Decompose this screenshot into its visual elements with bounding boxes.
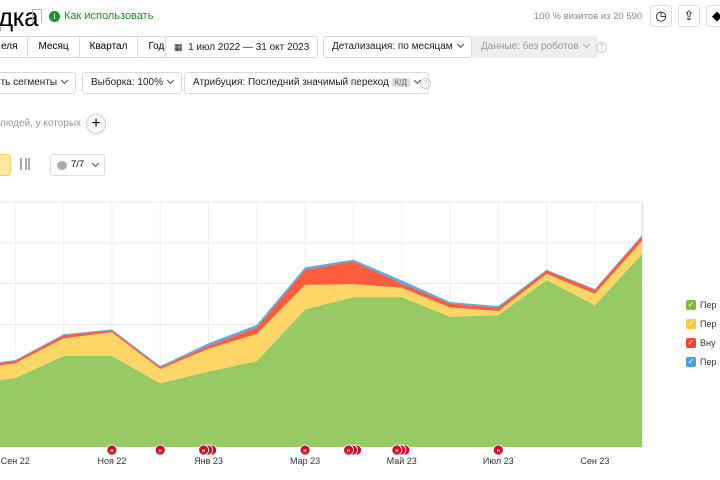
stacked-area-toggle[interactable]	[0, 154, 11, 176]
annotation-label: н	[110, 449, 113, 455]
annotation-label: н	[395, 449, 398, 455]
detail-label: Детализация: по месяцам	[332, 41, 453, 52]
x-tick-label: Сен 22	[1, 456, 30, 466]
checkbox-icon: ✓	[686, 337, 696, 348]
help-icon[interactable]: ?	[420, 78, 431, 89]
sample-dropdown[interactable]: Выборка: 100%	[82, 72, 182, 94]
history-button[interactable]: ◷	[650, 5, 672, 27]
legend-label: Пер	[700, 318, 717, 329]
checkbox-icon: ✓	[686, 318, 696, 329]
legend-item[interactable]: ✓ Вну	[686, 336, 716, 349]
share-icon: ⇪	[683, 8, 695, 23]
notes-dropdown[interactable]: 7/7	[50, 154, 106, 176]
comment-icon	[57, 160, 67, 170]
series-area	[0, 253, 642, 447]
puzzle-icon: ◆	[712, 8, 720, 23]
legend-label: Пер	[700, 356, 717, 367]
checkbox-icon: ✓	[686, 299, 696, 310]
calendar-icon: ▦	[174, 42, 183, 52]
annotation-marker	[343, 444, 354, 456]
visits-info: 100 % визитов из 20 590	[534, 11, 643, 22]
annotation-marker	[299, 444, 311, 456]
annotation-marker	[198, 444, 210, 456]
bookmark-icon[interactable]	[32, 9, 42, 23]
annotation-marker	[154, 444, 166, 456]
info-icon: i	[49, 10, 60, 22]
period-week[interactable]: еля	[0, 36, 29, 58]
attribution-dropdown[interactable]: Атрибуция: Последний значимый переход К/…	[184, 72, 429, 94]
chart-legend: ✓ Пер ✓ Пер ✓ Вну ✓ Пер	[686, 298, 716, 374]
x-tick-label: Ноя 22	[97, 456, 126, 466]
notes-count: 7/7	[71, 159, 85, 170]
x-tick-label: Июл 23	[483, 456, 514, 466]
date-range-button[interactable]: ▦ 1 июл 2022 — 31 окт 2023	[165, 36, 319, 58]
bar-chart-icon[interactable]	[20, 158, 30, 170]
more-button[interactable]: ◆	[706, 5, 720, 27]
period-quarter[interactable]: Квартал	[79, 36, 139, 58]
x-tick-label: Май 23	[387, 456, 417, 466]
annotation-marker	[391, 444, 403, 456]
annotation-label: н	[347, 449, 350, 455]
how-to-use-link[interactable]: i Как использовать	[49, 10, 153, 22]
x-tick-label: Мар 23	[290, 456, 320, 466]
data-filter-label: Данные: без роботов	[481, 41, 579, 52]
legend-item[interactable]: ✓ Пер	[686, 355, 716, 368]
compare-segments-dropdown[interactable]: ить сегменты	[0, 72, 77, 94]
clock-icon: ◷	[655, 8, 667, 23]
compare-segments-label: ить сегменты	[0, 77, 58, 88]
annotation-label: н	[303, 449, 306, 455]
annotation-marker	[492, 444, 504, 456]
attribution-label: Атрибуция: Последний значимый переход	[193, 77, 389, 88]
add-condition-button[interactable]: +	[86, 114, 106, 134]
attribution-badge: К/Д	[391, 78, 410, 87]
detail-dropdown[interactable]: Детализация: по месяцам	[323, 36, 472, 58]
annotation-label: н	[497, 449, 500, 455]
segment-condition-text: людей, у которых	[0, 118, 82, 129]
legend-item[interactable]: ✓ Пер	[686, 317, 716, 330]
legend-label: Вну	[700, 337, 716, 348]
checkbox-icon: ✓	[686, 356, 696, 367]
sample-label: Выборка: 100%	[91, 77, 163, 88]
period-month[interactable]: Месяц	[28, 36, 80, 58]
legend-item[interactable]: ✓ Пер	[686, 298, 716, 311]
x-tick-label: Сен 23	[580, 456, 609, 466]
date-range-label: 1 июл 2022 — 31 окт 2023	[188, 42, 310, 53]
export-button[interactable]: ⇪	[678, 5, 700, 27]
x-tick-label: Янв 23	[194, 456, 223, 466]
help-icon[interactable]: ?	[596, 42, 607, 53]
annotation-label: н	[202, 449, 205, 455]
legend-label: Пер	[700, 299, 717, 310]
annotation-marker	[106, 444, 118, 456]
annotation-label: н	[159, 449, 162, 455]
how-to-use-label: Как использовать	[64, 10, 154, 22]
